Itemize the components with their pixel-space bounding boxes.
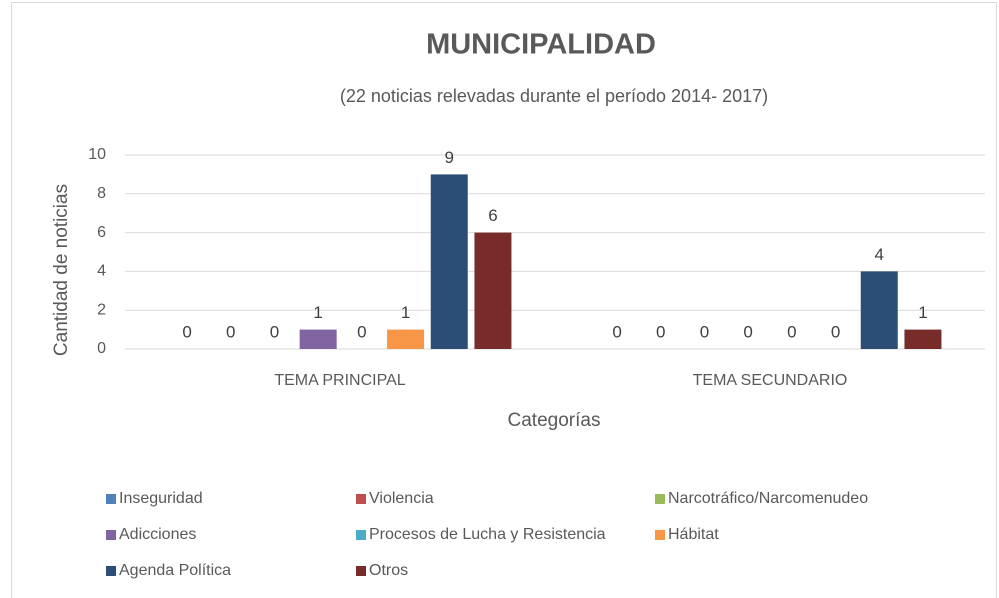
legend-label: Agenda Política	[119, 562, 231, 579]
data-label: 0	[787, 322, 796, 341]
legend-swatch	[655, 530, 665, 540]
data-label: 0	[831, 322, 840, 341]
bar	[299, 329, 337, 349]
data-label: 0	[182, 322, 191, 341]
data-label: 0	[226, 322, 235, 341]
chart-title: MUNICIPALIDAD	[426, 29, 656, 61]
data-label: 0	[700, 322, 709, 341]
bar	[860, 271, 898, 349]
data-label: 0	[357, 322, 366, 341]
legend-label: Hábitat	[668, 526, 719, 543]
bar	[387, 329, 425, 349]
y-axis-label: Cantidad de noticias	[51, 184, 72, 356]
data-label: 1	[401, 303, 410, 322]
x-tick-label: TEMA SECUNDARIO	[693, 372, 848, 389]
x-axis-label: Categorías	[508, 410, 601, 431]
data-label: 0	[612, 322, 621, 341]
legend-label: Adicciones	[119, 526, 196, 543]
legend-label: Violencia	[369, 490, 434, 507]
data-label: 4	[875, 245, 884, 264]
chart-subtitle: (22 noticias relevadas durante el períod…	[340, 86, 768, 106]
legend-swatch	[106, 494, 116, 504]
data-label: 1	[918, 303, 927, 322]
x-tick-label: TEMA PRINCIPAL	[274, 372, 405, 389]
data-label: 1	[313, 303, 322, 322]
data-label: 0	[656, 322, 665, 341]
legend-swatch	[356, 530, 366, 540]
legend-label: Narcotráfico/Narcomenudeo	[668, 490, 868, 507]
y-tick-label: 8	[97, 185, 106, 202]
data-label: 6	[488, 206, 497, 225]
legend-swatch	[655, 494, 665, 504]
data-label: 0	[270, 322, 279, 341]
legend-swatch	[106, 566, 116, 576]
data-label: 0	[743, 322, 752, 341]
legend-label: Procesos de Lucha y Resistencia	[369, 526, 606, 543]
data-label: 9	[445, 148, 454, 167]
legend-swatch	[106, 530, 116, 540]
legend-label: Otros	[369, 562, 408, 579]
bar	[474, 232, 512, 349]
y-tick-label: 0	[97, 340, 106, 357]
legend-label: Inseguridad	[119, 490, 203, 507]
y-tick-label: 6	[97, 224, 106, 241]
legend-swatch	[356, 566, 366, 576]
y-tick-label: 2	[97, 301, 106, 318]
legend-swatch	[356, 494, 366, 504]
y-tick-label: 10	[88, 146, 106, 163]
bar	[430, 174, 468, 349]
bar	[904, 329, 942, 349]
y-tick-label: 4	[97, 263, 106, 280]
